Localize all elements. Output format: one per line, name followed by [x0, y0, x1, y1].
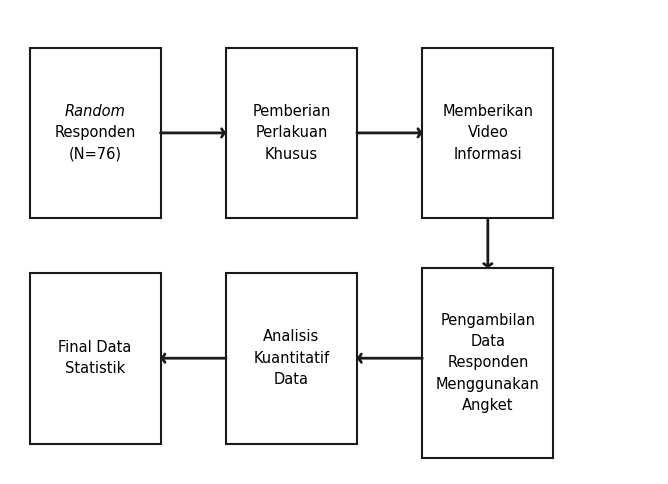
Text: Informasi: Informasi	[454, 147, 522, 162]
Text: Responden: Responden	[447, 355, 528, 370]
Bar	[29, 47, 160, 218]
Text: Final Data: Final Data	[58, 340, 132, 355]
Bar	[422, 47, 553, 218]
Bar	[29, 273, 160, 443]
Text: Data: Data	[274, 372, 309, 387]
Text: Khusus: Khusus	[265, 147, 318, 162]
Text: Analisis: Analisis	[263, 330, 319, 344]
Text: Pengambilan: Pengambilan	[440, 313, 535, 328]
Text: Statistik: Statistik	[65, 362, 125, 377]
Text: Perlakuan: Perlakuan	[255, 125, 327, 140]
Text: Angket: Angket	[462, 398, 514, 413]
Text: (N=76): (N=76)	[69, 147, 122, 162]
Text: Video: Video	[468, 125, 508, 140]
Text: Pemberian: Pemberian	[253, 104, 331, 119]
Text: Random: Random	[65, 104, 126, 119]
Bar	[226, 273, 357, 443]
Text: Menggunakan: Menggunakan	[436, 377, 540, 392]
Text: Responden: Responden	[54, 125, 136, 140]
Text: Kuantitatif: Kuantitatif	[253, 351, 329, 366]
Bar	[422, 268, 553, 458]
Text: Data: Data	[470, 334, 505, 349]
Bar	[226, 47, 357, 218]
Text: Memberikan: Memberikan	[442, 104, 533, 119]
